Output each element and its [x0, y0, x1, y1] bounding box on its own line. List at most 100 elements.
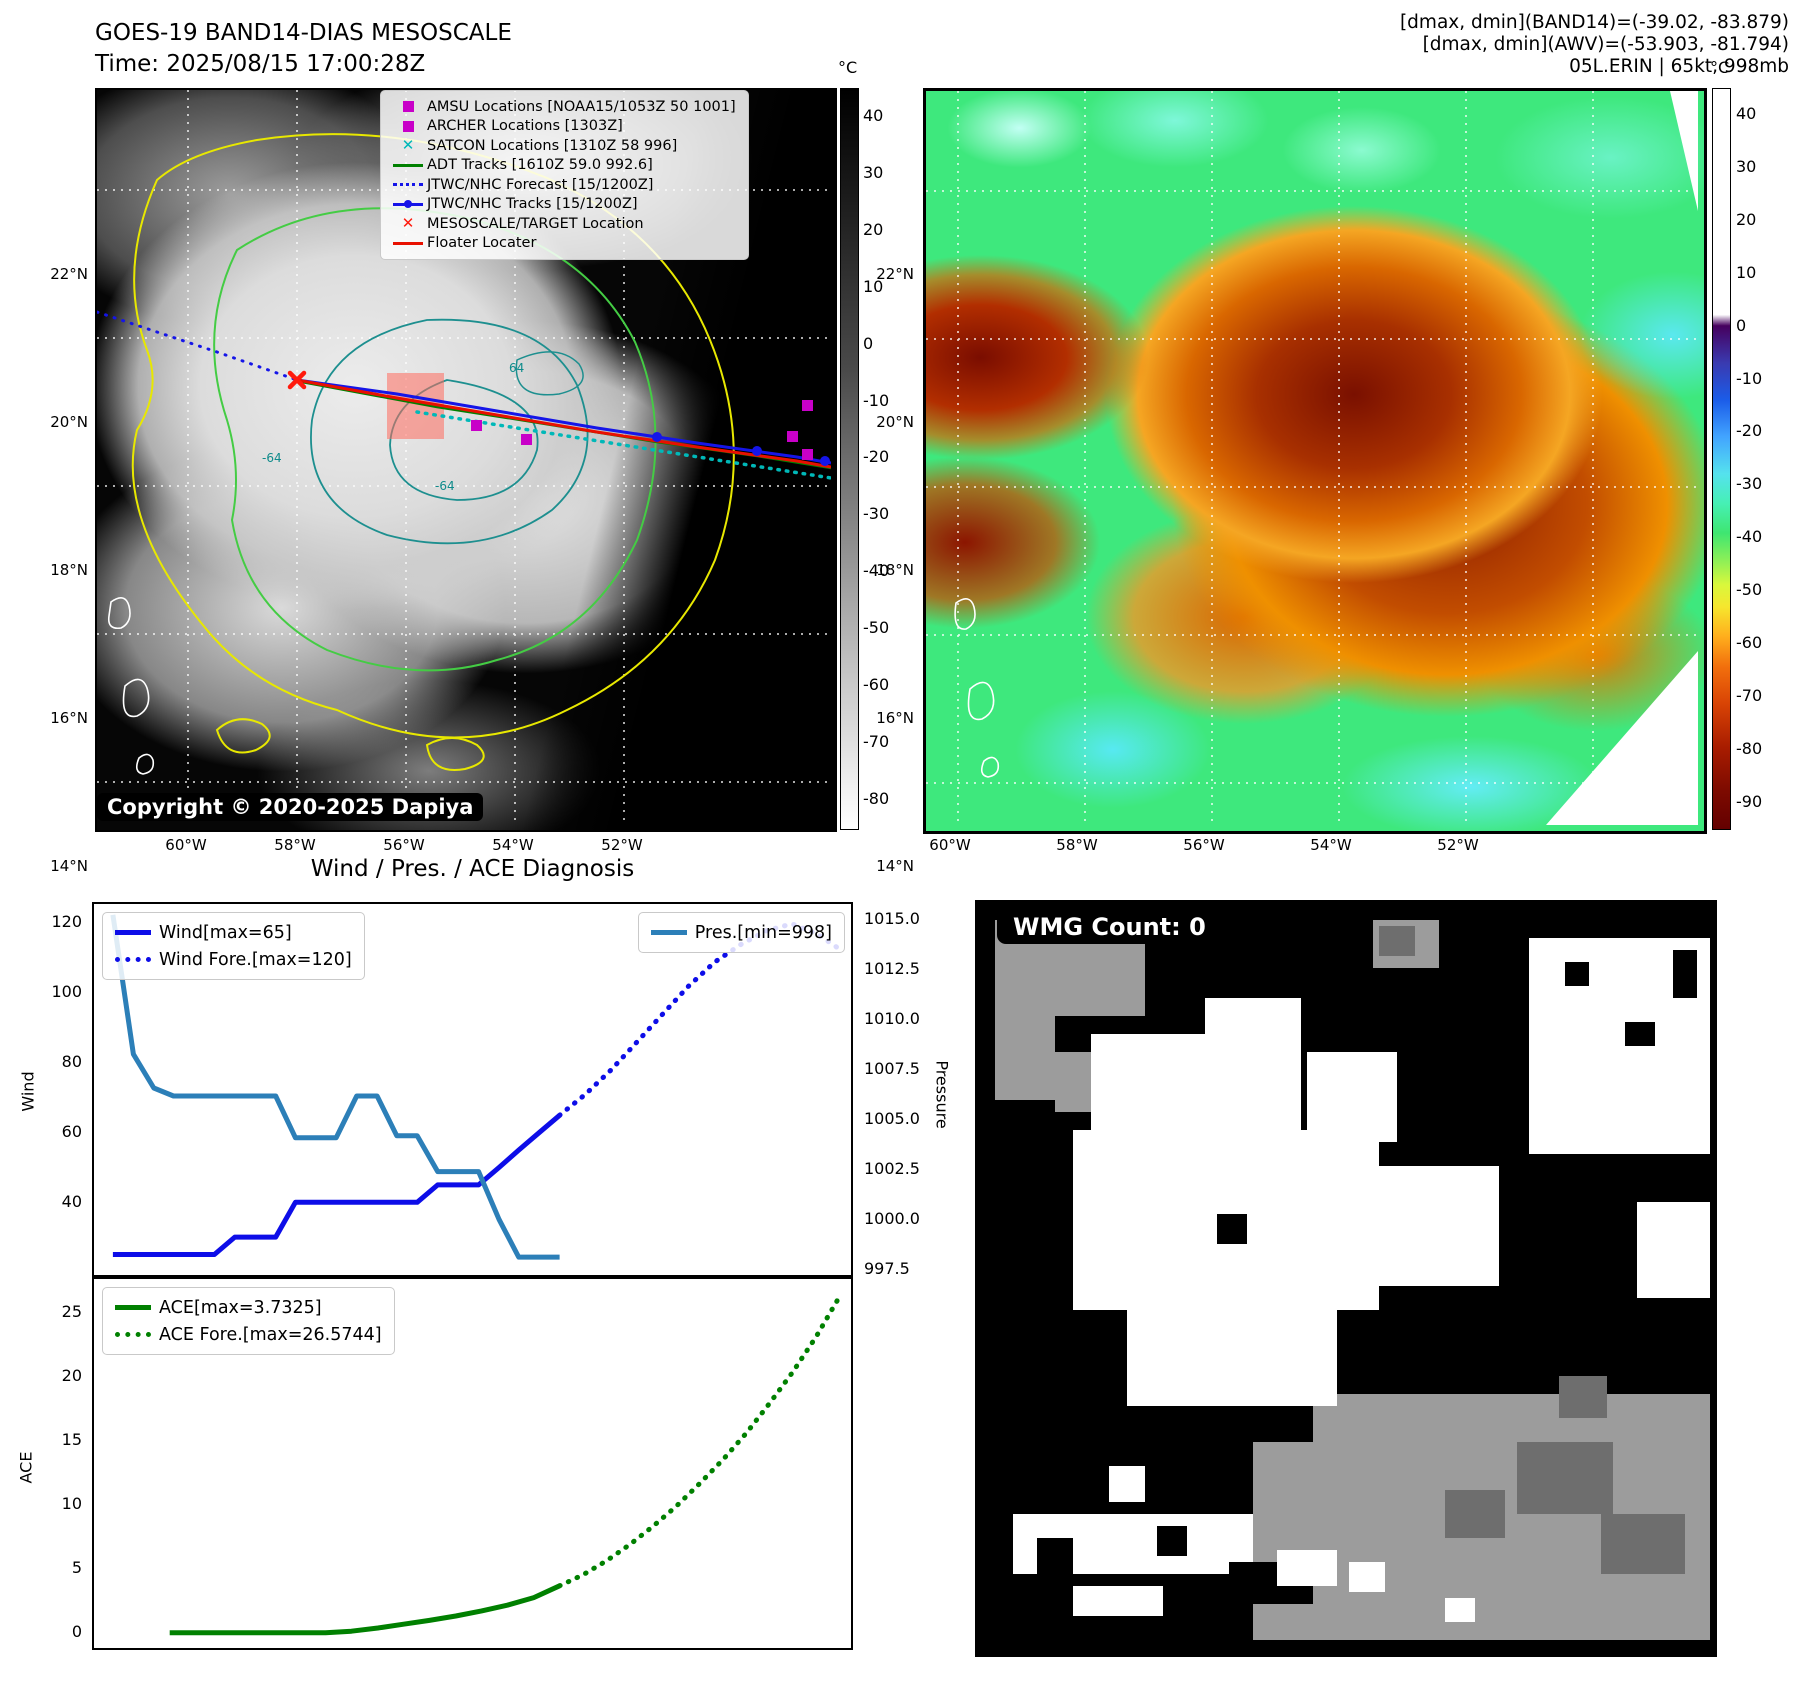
jtwc-fix-markers [652, 432, 830, 466]
jtwc-forecast-line [97, 310, 299, 382]
colorbar-tick-label: -80 [1736, 738, 1763, 758]
ace-tick-label: 0 [71, 1622, 82, 1641]
ace-line-icon [111, 1305, 155, 1310]
legend-label: ACE Fore.[max=26.5744] [159, 1324, 382, 1345]
wind-tick-label: 120 [51, 912, 82, 931]
colorbar-tick-label: -30 [863, 504, 890, 524]
pressure-tick-label: 1015.0 [864, 909, 920, 928]
legend-row: JTWC/NHC Tracks [15/1200Z] [389, 195, 736, 215]
series-Wind[max=65] [112, 1113, 562, 1257]
colorbar-tick-label: 30 [1736, 156, 1757, 176]
lon-tick-label: 58°W [274, 836, 316, 854]
band14-colorbar [840, 88, 859, 830]
colorbar-tick-label: -40 [863, 561, 890, 581]
colorbar-tick-label: -10 [1736, 368, 1763, 388]
band14-overlay: -64 -64 64 [97, 90, 831, 826]
colorbar-tick-label: 30 [863, 162, 884, 182]
ace-tick-label: 10 [61, 1494, 82, 1513]
legend-label: JTWC/NHC Tracks [15/1200Z] [427, 196, 638, 213]
lat-tick-label: 16°N [876, 709, 914, 727]
wind-line-icon [111, 930, 155, 935]
legend-label: ADT Tracks [1610Z 59.0 992.6] [427, 157, 653, 174]
mesoscale-target-x-icon [287, 370, 307, 390]
lat-tick-label: 22°N [50, 265, 88, 283]
wind-legend: Wind[max=65] Wind Fore.[max=120] [102, 912, 365, 980]
wmg-bitmap [977, 902, 1710, 1650]
pressure-tick-label: 1010.0 [864, 1009, 920, 1028]
legend-row: Wind[max=65] [111, 919, 352, 946]
lon-tick-label: 56°W [383, 836, 425, 854]
legend-label: Wind[max=65] [159, 922, 292, 943]
legend-row: JTWC/NHC Forecast [15/1200Z] [389, 175, 736, 195]
legend-row: Pres.[min=998] [647, 919, 832, 946]
colorbar-tick-label: -80 [863, 788, 890, 808]
legend-row: ADT Tracks [1610Z 59.0 992.6] [389, 156, 736, 176]
graticule [97, 90, 831, 826]
floater-line-icon [389, 241, 427, 245]
legend-label: Pres.[min=998] [694, 922, 832, 943]
ace-tick-label: 15 [61, 1430, 82, 1449]
dmax-dmin-header: [dmax, dmin](BAND14)=(-39.02, -83.879) [… [1400, 12, 1789, 78]
colorbar-tick-label: 0 [863, 333, 874, 353]
ace-axis-title: ACE [16, 1451, 36, 1484]
amsu-square-icon [389, 101, 427, 113]
dmax-awv: [dmax, dmin](AWV)=(-53.903, -81.794) [1422, 34, 1789, 55]
floater-line [296, 378, 831, 469]
ace-plot [169, 1294, 843, 1636]
awv-colorbar-unit: °C [1710, 58, 1730, 77]
satcon-track-line [415, 410, 831, 480]
coastline [954, 598, 1000, 778]
ace-legend: ACE[max=3.7325] ACE Fore.[max=26.5744] [102, 1287, 395, 1355]
lon-tick-label: 52°W [601, 836, 643, 854]
map-legend: AMSU Locations [NOAA15/1053Z 50 1001] AR… [380, 90, 749, 260]
lon-tick-label: 54°W [1310, 836, 1352, 854]
colorbar-tick-label: -60 [1736, 633, 1763, 652]
colorbar-tick-label: 40 [863, 106, 884, 125]
jtwc-track-line [296, 378, 831, 465]
pressure-tick-label: 1007.5 [864, 1059, 920, 1078]
wind-axis-title: Wind [18, 1071, 38, 1112]
ace-tick-label: 5 [71, 1558, 82, 1577]
awv-colorbar-ticks: 40 30 20 10 0 -10 -20 -30 -40 -50 -60 -70 -80 -90 [1736, 88, 1794, 828]
pressure-line-icon [647, 930, 691, 935]
legend-row: ✕ MESOSCALE/TARGET Location [389, 214, 736, 234]
legend-label: ACE[max=3.7325] [159, 1297, 322, 1318]
track-linedot-icon [389, 200, 427, 209]
legend-row: AMSU Locations [NOAA15/1053Z 50 1001] [389, 97, 736, 117]
series-ACE Fore.[max=26.5744] [557, 1294, 843, 1589]
contour-label: 64 [509, 361, 524, 375]
legend-row: ✕ SATCON Locations [1310Z 58 996] [389, 136, 736, 156]
lon-tick-label: 60°W [165, 836, 207, 854]
satellite-time: Time: 2025/08/15 17:00:28Z [95, 51, 426, 77]
legend-row: ARCHER Locations [1303Z] [389, 117, 736, 137]
colorbar-tick-label: 10 [1736, 262, 1757, 282]
legend-label: Floater Locater [427, 235, 537, 252]
colorbar-tick-label: -70 [863, 731, 890, 751]
lat-tick-label: 14°N [50, 857, 88, 875]
awv-overlay [926, 91, 1698, 825]
lat-tick-label: 20°N [876, 413, 914, 431]
lat-tick-label: 18°N [50, 561, 88, 579]
lon-tick-label: 52°W [1437, 836, 1479, 854]
colorbar-tick-label: 20 [1736, 209, 1757, 229]
ace-tick-label: 20 [61, 1366, 82, 1385]
colorbar-tick-label: -90 [1736, 791, 1763, 811]
legend-row: ACE Fore.[max=26.5744] [111, 1321, 382, 1348]
lat-tick-label: 18°N [876, 561, 914, 579]
lat-tick-label: 22°N [876, 265, 914, 283]
colorbar-tick-label: -40 [1736, 527, 1763, 547]
awv-enhanced-map [923, 88, 1707, 834]
wind-tick-label: 80 [61, 1052, 82, 1071]
colorbar-tick-label: -50 [863, 618, 890, 638]
lon-tick-label: 56°W [1183, 836, 1225, 854]
pressure-tick-label: 1002.5 [864, 1159, 920, 1178]
colorbar-tick-label: -70 [1736, 685, 1763, 705]
legend-row: Floater Locater [389, 234, 736, 254]
pressure-tick-label: 997.5 [864, 1259, 910, 1278]
lat-tick-label: 16°N [50, 709, 88, 727]
legend-label: AMSU Locations [NOAA15/1053Z 50 1001] [427, 98, 736, 115]
awv-colorbar [1712, 88, 1731, 830]
ace-tick-label: 25 [61, 1302, 82, 1321]
series-ACE[max=3.7325] [169, 1583, 561, 1636]
colorbar-tick-label: -50 [1736, 580, 1763, 600]
